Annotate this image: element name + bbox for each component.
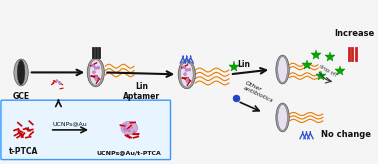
- Ellipse shape: [92, 64, 95, 67]
- Ellipse shape: [123, 127, 125, 129]
- Ellipse shape: [58, 81, 60, 83]
- Ellipse shape: [17, 60, 25, 85]
- Ellipse shape: [188, 68, 191, 71]
- Ellipse shape: [178, 60, 195, 89]
- Text: Lin
Aptamer: Lin Aptamer: [123, 82, 160, 101]
- Ellipse shape: [93, 71, 96, 74]
- Ellipse shape: [127, 129, 130, 131]
- Text: GCE: GCE: [12, 92, 29, 101]
- Ellipse shape: [124, 124, 127, 126]
- Ellipse shape: [186, 80, 189, 83]
- Ellipse shape: [124, 128, 126, 130]
- Ellipse shape: [276, 103, 289, 132]
- Ellipse shape: [133, 131, 135, 133]
- Text: UCNPs@Au/t-PTCA: UCNPs@Au/t-PTCA: [97, 150, 162, 155]
- Ellipse shape: [94, 67, 97, 70]
- Ellipse shape: [14, 59, 28, 86]
- Ellipse shape: [128, 130, 130, 132]
- Text: Increase: Increase: [334, 29, 375, 38]
- FancyBboxPatch shape: [1, 100, 170, 160]
- Ellipse shape: [124, 129, 127, 131]
- Ellipse shape: [185, 69, 188, 71]
- Text: drop off: drop off: [318, 63, 337, 77]
- Text: UCNPs@Au: UCNPs@Au: [53, 121, 87, 126]
- Text: Other
antibiotics: Other antibiotics: [242, 81, 276, 104]
- Text: Lin: Lin: [237, 60, 251, 69]
- Ellipse shape: [97, 66, 100, 69]
- Ellipse shape: [186, 78, 189, 81]
- Ellipse shape: [183, 66, 186, 69]
- Ellipse shape: [90, 60, 102, 85]
- Ellipse shape: [130, 126, 133, 129]
- Ellipse shape: [278, 57, 287, 82]
- Ellipse shape: [276, 55, 289, 84]
- Text: t-PTCA: t-PTCA: [9, 147, 39, 156]
- Ellipse shape: [121, 121, 138, 135]
- Ellipse shape: [87, 58, 104, 87]
- Ellipse shape: [95, 78, 98, 81]
- Ellipse shape: [59, 82, 61, 85]
- Ellipse shape: [95, 76, 98, 79]
- Text: No change: No change: [321, 130, 371, 139]
- Ellipse shape: [278, 104, 287, 130]
- Ellipse shape: [56, 80, 58, 82]
- Ellipse shape: [180, 62, 193, 87]
- Ellipse shape: [184, 73, 186, 76]
